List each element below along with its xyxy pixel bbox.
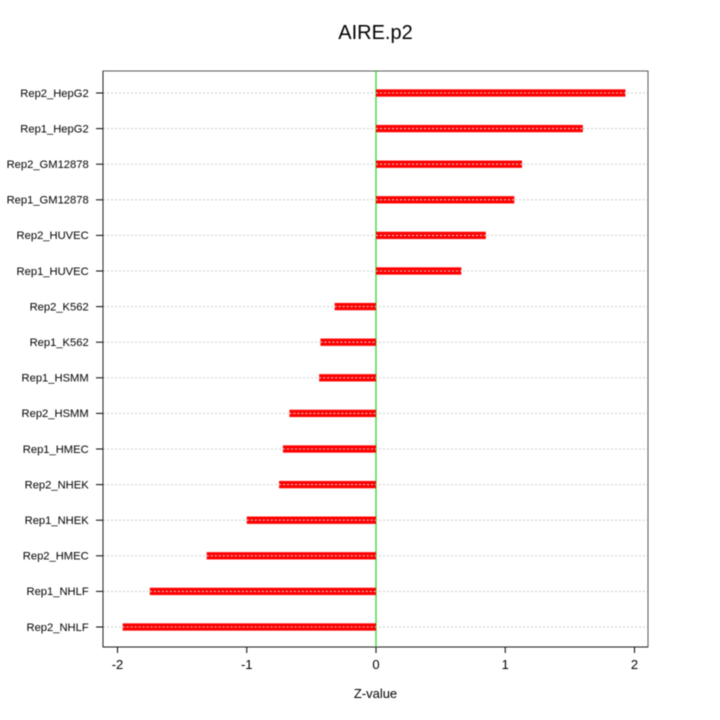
svg-text:-2: -2: [112, 657, 124, 672]
svg-text:Rep2_NHLF: Rep2_NHLF: [27, 622, 89, 634]
svg-text:Rep1_NHEK: Rep1_NHEK: [25, 515, 90, 527]
svg-text:Rep2_NHEK: Rep2_NHEK: [25, 479, 90, 491]
svg-text:Rep2_HMEC: Rep2_HMEC: [23, 551, 89, 563]
svg-text:Rep1_GM12878: Rep1_GM12878: [7, 195, 89, 207]
svg-text:Rep2_HUVEC: Rep2_HUVEC: [17, 230, 89, 242]
svg-text:Z-value: Z-value: [354, 686, 397, 701]
svg-text:Rep1_HMEC: Rep1_HMEC: [23, 444, 89, 456]
svg-text:Rep1_NHLF: Rep1_NHLF: [27, 586, 89, 598]
svg-text:Rep2_K562: Rep2_K562: [30, 301, 89, 313]
svg-text:Rep1_HUVEC: Rep1_HUVEC: [17, 266, 89, 278]
svg-text:AIRE.p2: AIRE.p2: [338, 22, 412, 44]
svg-text:Rep1_K562: Rep1_K562: [30, 337, 89, 349]
svg-text:Rep1_HSMM: Rep1_HSMM: [22, 373, 89, 385]
svg-text:-1: -1: [241, 657, 253, 672]
svg-text:2: 2: [631, 657, 638, 672]
svg-text:Rep2_GM12878: Rep2_GM12878: [7, 159, 89, 171]
svg-text:Rep1_HepG2: Rep1_HepG2: [20, 123, 88, 135]
svg-text:0: 0: [372, 657, 379, 672]
svg-text:Rep2_HSMM: Rep2_HSMM: [22, 408, 89, 420]
svg-text:Rep2_HepG2: Rep2_HepG2: [20, 88, 88, 100]
svg-text:1: 1: [502, 657, 509, 672]
